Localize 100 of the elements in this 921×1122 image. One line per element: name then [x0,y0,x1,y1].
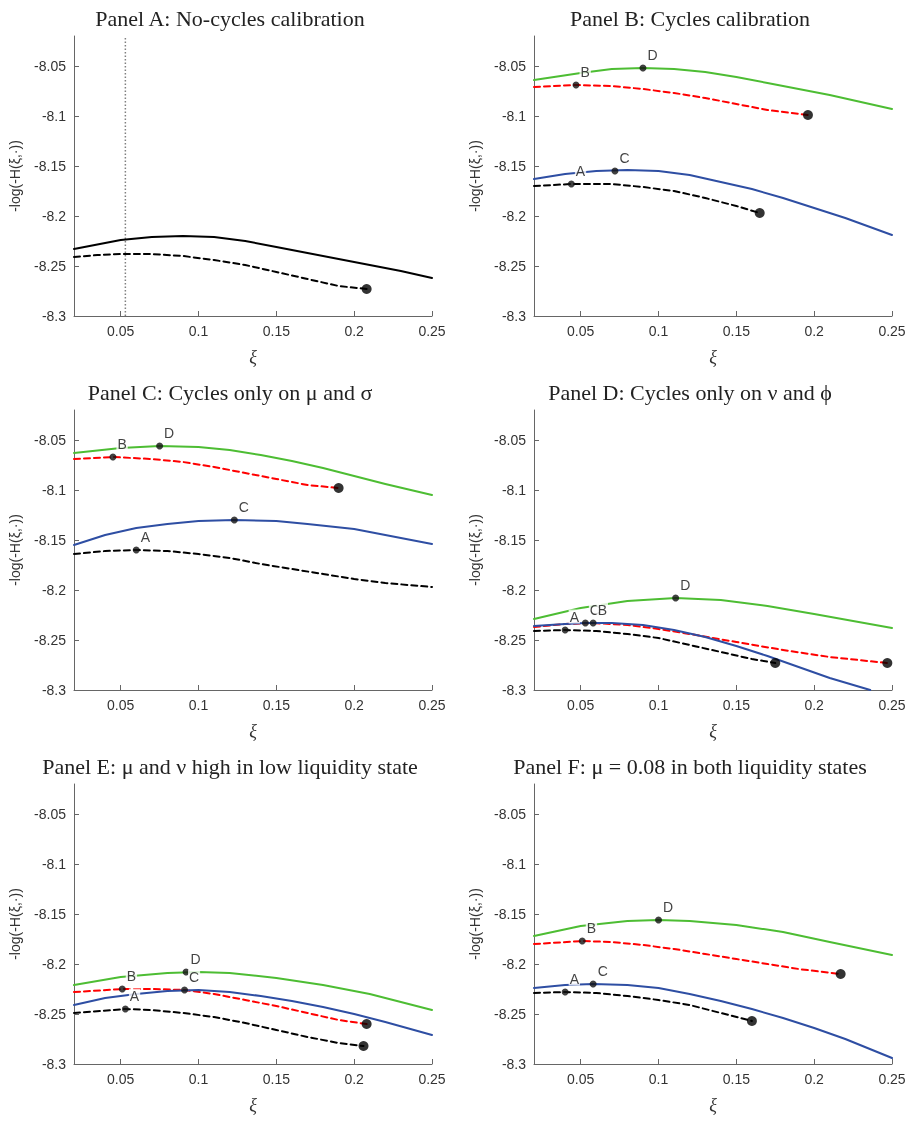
annotation: C [619,149,630,166]
y-tick-label: -8.15 [34,906,67,922]
annotation: C [597,962,608,979]
annotation: A [129,987,140,1004]
x-tick-label: 0.15 [262,1071,291,1087]
line-series [73,971,433,1011]
x-axis-title: ξ [249,721,258,741]
y-tick-label: -8.3 [501,682,527,698]
annotation: D [680,576,691,593]
x-tick-label: 0.1 [648,323,669,339]
y-tick-label: -8.25 [34,1006,67,1022]
x-tick-label: 0.2 [344,697,365,713]
y-tick-label: -8.3 [41,1056,67,1072]
annotation: B [586,919,597,936]
x-tick-label: 0.25 [878,323,906,339]
y-tick-label: -8.05 [34,432,67,448]
y-tick-label: -8.05 [34,806,67,822]
y-tick-label: -8.15 [494,532,527,548]
y-tick-label: -8.3 [501,308,527,324]
x-tick-label: 0.05 [567,1071,595,1087]
annotation: B [597,601,607,618]
x-axis-title: ξ [709,347,718,367]
y-tick-label: -8.1 [41,482,67,498]
y-tick-label: -8.05 [494,432,527,448]
x-tick-label: 0.25 [878,1071,906,1087]
chart-title: Panel F: μ = 0.08 in both liquidity states [513,753,867,779]
y-axis-title: -log(-H(ξ,·)) [7,140,23,212]
point [121,1005,129,1013]
y-axis-title: -log(-H(ξ,·)) [467,140,483,212]
y-tick-label: -8.25 [34,258,67,274]
y-axis-title: -log(-H(ξ,·)) [7,888,23,960]
y-tick-label: -8.3 [41,682,67,698]
x-tick-label: 0.05 [107,1071,135,1087]
chart-title: Panel A: No-cycles calibration [95,5,365,31]
y-tick-label: -8.05 [494,58,527,74]
chart-title: Panel C: Cycles only on μ and σ [87,379,373,405]
y-tick-label: -8.15 [494,158,527,174]
y-tick-label: -8.25 [34,632,67,648]
x-tick-label: 0.1 [188,697,209,713]
point [746,1016,757,1026]
point [361,1019,372,1029]
x-tick-label: 0.2 [804,1071,825,1087]
y-tick-label: -8.05 [494,806,527,822]
x-tick-label: 0.25 [418,1071,446,1087]
y-axis-title: -log(-H(ξ,·)) [467,888,483,960]
x-tick-label: 0.05 [567,323,595,339]
y-tick-label: -8.3 [501,1056,527,1072]
point [333,483,344,493]
y-tick-label: -8.15 [494,906,527,922]
point [835,969,846,979]
x-tick-label: 0.15 [262,697,291,713]
annotation: C [189,968,200,985]
annotation: A [569,970,580,987]
point [882,658,893,668]
y-tick-label: -8.3 [41,308,67,324]
x-tick-label: 0.05 [567,697,595,713]
point [770,658,781,668]
x-tick-label: 0.1 [188,1071,209,1087]
y-tick-label: -8.2 [41,582,67,598]
x-axis-title: ξ [249,347,258,367]
x-tick-label: 0.25 [418,697,446,713]
chart-title: Panel E: μ and ν high in low liquidity state [42,753,418,779]
x-tick-label: 0.15 [722,697,751,713]
y-tick-label: -8.2 [501,582,527,598]
line-series [73,546,433,588]
point [358,1041,369,1051]
x-axis-title: ξ [709,721,718,741]
y-axis-title: -log(-H(ξ,·)) [7,514,23,586]
y-tick-label: -8.2 [41,208,67,224]
annotation: D [647,46,658,63]
annotation: A [575,162,586,179]
x-axis-title: ξ [249,1095,258,1115]
annotation: C [238,498,249,515]
y-tick-label: -8.25 [494,258,527,274]
annotation: A [569,608,580,625]
y-tick-label: -8.1 [501,482,527,498]
x-axis-title: ξ [709,1095,718,1115]
x-tick-label: 0.15 [262,323,291,339]
x-tick-label: 0.1 [648,1071,669,1087]
x-tick-label: 0.15 [722,323,751,339]
x-tick-label: 0.2 [344,323,365,339]
y-tick-label: -8.1 [501,856,527,872]
x-tick-label: 0.25 [878,697,906,713]
x-tick-label: 0.25 [418,323,446,339]
y-tick-label: -8.1 [501,108,527,124]
annotation: B [126,967,137,984]
x-tick-label: 0.2 [344,1071,365,1087]
y-tick-label: -8.2 [501,208,527,224]
y-tick-label: -8.05 [34,58,67,74]
x-tick-label: 0.1 [188,323,209,339]
point [132,546,140,554]
annotation: B [117,435,127,452]
y-tick-label: -8.1 [41,108,67,124]
x-tick-label: 0.05 [107,323,135,339]
x-tick-label: 0.2 [804,323,825,339]
x-tick-label: 0.1 [648,697,669,713]
y-tick-label: -8.2 [41,956,67,972]
y-tick-label: -8.1 [41,856,67,872]
x-tick-label: 0.15 [722,1071,751,1087]
annotation: D [164,424,175,441]
